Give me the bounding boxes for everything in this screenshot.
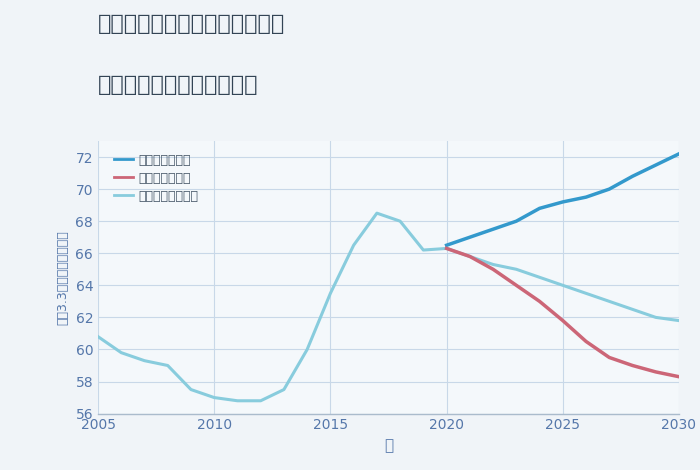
- グッドシナリオ: [489, 227, 497, 232]
- グッドシナリオ: [559, 199, 567, 205]
- ノーマルシナリオ: [605, 298, 613, 304]
- グッドシナリオ: [536, 205, 544, 211]
- Legend: グッドシナリオ, バッドシナリオ, ノーマルシナリオ: グッドシナリオ, バッドシナリオ, ノーマルシナリオ: [110, 150, 202, 206]
- Y-axis label: 坪（3.3㎡）単価（万円）: 坪（3.3㎡）単価（万円）: [57, 230, 70, 325]
- バッドシナリオ: [582, 338, 590, 344]
- ノーマルシナリオ: [629, 306, 637, 312]
- ノーマルシナリオ: [536, 274, 544, 280]
- ノーマルシナリオ: [326, 290, 335, 296]
- Text: 中古マンションの価格推移: 中古マンションの価格推移: [98, 75, 258, 95]
- ノーマルシナリオ: [210, 395, 218, 400]
- ノーマルシナリオ: [396, 219, 405, 224]
- バッドシナリオ: [629, 363, 637, 368]
- ノーマルシナリオ: [187, 387, 195, 392]
- バッドシナリオ: [442, 246, 451, 251]
- バッドシナリオ: [536, 298, 544, 304]
- X-axis label: 年: 年: [384, 438, 393, 453]
- グッドシナリオ: [605, 186, 613, 192]
- ノーマルシナリオ: [512, 266, 521, 272]
- ノーマルシナリオ: [372, 211, 381, 216]
- ノーマルシナリオ: [164, 363, 172, 368]
- ノーマルシナリオ: [280, 387, 288, 392]
- Text: 福岡県北九州市小倉南区湯川の: 福岡県北九州市小倉南区湯川の: [98, 14, 286, 34]
- バッドシナリオ: [652, 369, 660, 375]
- Line: ノーマルシナリオ: ノーマルシナリオ: [98, 213, 679, 401]
- ノーマルシナリオ: [256, 398, 265, 404]
- バッドシナリオ: [559, 318, 567, 323]
- バッドシナリオ: [605, 355, 613, 360]
- ノーマルシナリオ: [419, 247, 428, 253]
- バッドシナリオ: [466, 254, 474, 259]
- ノーマルシナリオ: [349, 243, 358, 248]
- バッドシナリオ: [512, 282, 521, 288]
- バッドシナリオ: [489, 266, 497, 272]
- ノーマルシナリオ: [652, 314, 660, 320]
- ノーマルシナリオ: [675, 318, 683, 323]
- Line: グッドシナリオ: グッドシナリオ: [447, 154, 679, 245]
- ノーマルシナリオ: [582, 290, 590, 296]
- ノーマルシナリオ: [303, 347, 312, 352]
- グッドシナリオ: [652, 162, 660, 168]
- ノーマルシナリオ: [140, 358, 148, 363]
- グッドシナリオ: [582, 194, 590, 200]
- ノーマルシナリオ: [94, 334, 102, 339]
- ノーマルシナリオ: [559, 282, 567, 288]
- グッドシナリオ: [675, 151, 683, 157]
- ノーマルシナリオ: [442, 246, 451, 251]
- バッドシナリオ: [675, 374, 683, 380]
- グッドシナリオ: [442, 243, 451, 248]
- グッドシナリオ: [512, 219, 521, 224]
- ノーマルシナリオ: [233, 398, 242, 404]
- ノーマルシナリオ: [117, 350, 125, 355]
- ノーマルシナリオ: [489, 262, 497, 267]
- Line: バッドシナリオ: バッドシナリオ: [447, 249, 679, 377]
- グッドシナリオ: [466, 235, 474, 240]
- グッドシナリオ: [629, 173, 637, 179]
- ノーマルシナリオ: [466, 254, 474, 259]
